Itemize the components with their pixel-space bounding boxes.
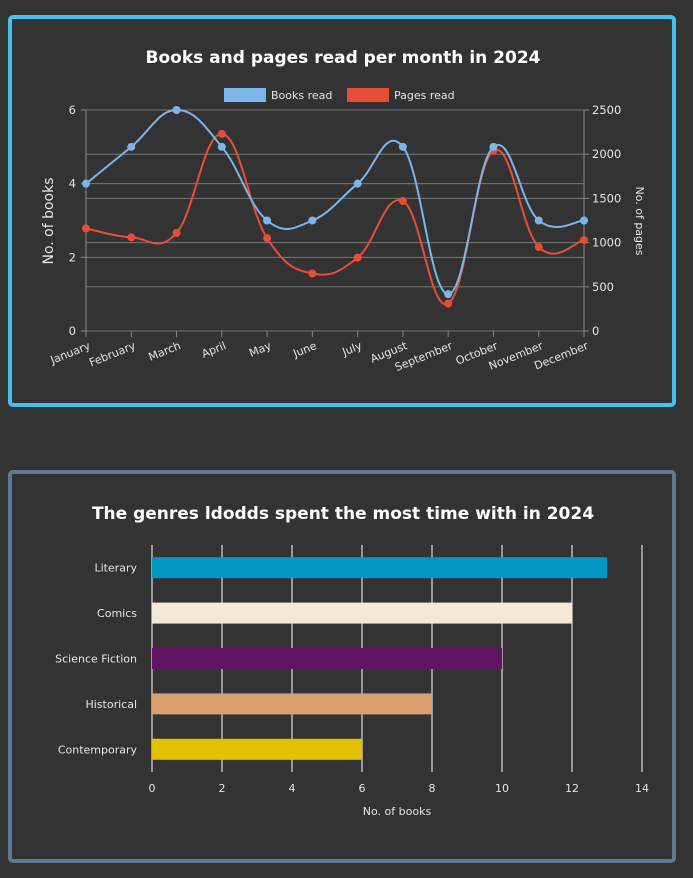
pages-data-point[interactable] bbox=[444, 299, 453, 308]
y-tick-label: Comics bbox=[97, 607, 137, 620]
x-tick-label: 2 bbox=[219, 782, 226, 795]
x-tick-label: 4 bbox=[289, 782, 296, 795]
legend-swatch-books bbox=[224, 88, 266, 102]
pages-data-point[interactable] bbox=[398, 197, 407, 206]
y2-tick-label: 2000 bbox=[592, 147, 621, 161]
y2-tick-label: 0 bbox=[592, 324, 599, 338]
y2-tick-label: 2500 bbox=[592, 103, 621, 117]
y-tick-label: 0 bbox=[69, 324, 76, 338]
bar[interactable] bbox=[152, 738, 362, 760]
bar[interactable] bbox=[152, 693, 432, 715]
legend-label-books[interactable]: Books read bbox=[271, 89, 332, 102]
x-tick-label: 14 bbox=[635, 782, 649, 795]
pages-data-point[interactable] bbox=[534, 243, 543, 252]
y-tick-label: 6 bbox=[69, 103, 76, 117]
books-data-point[interactable] bbox=[308, 216, 317, 225]
y2-axis-title: No. of pages bbox=[633, 186, 646, 255]
y2-tick-label: 1000 bbox=[592, 236, 621, 250]
x-tick-label: 10 bbox=[495, 782, 509, 795]
y-axis-title: No. of books bbox=[41, 177, 57, 264]
y-tick-label: Contemporary bbox=[58, 743, 138, 756]
books-data-point[interactable] bbox=[217, 142, 226, 151]
x-tick-label: 6 bbox=[359, 782, 366, 795]
y-tick-label: 4 bbox=[69, 177, 76, 191]
y2-tick-label: 1500 bbox=[592, 191, 621, 205]
books-data-point[interactable] bbox=[172, 106, 181, 114]
books-data-point[interactable] bbox=[263, 216, 272, 225]
line-chart-card bbox=[8, 15, 676, 407]
books-data-point[interactable] bbox=[444, 290, 453, 299]
x-axis-title: No. of books bbox=[363, 805, 432, 818]
pages-data-point[interactable] bbox=[353, 253, 362, 262]
legend-swatch-pages bbox=[347, 88, 389, 102]
y-tick-label: Science Fiction bbox=[55, 653, 137, 666]
y-tick-label: Literary bbox=[94, 562, 137, 575]
pages-data-point[interactable] bbox=[217, 129, 226, 138]
y-tick-label: 2 bbox=[69, 250, 76, 264]
pages-data-point[interactable] bbox=[308, 269, 317, 278]
bar[interactable] bbox=[152, 557, 607, 579]
bar[interactable] bbox=[152, 648, 502, 669]
x-tick-label: 0 bbox=[149, 782, 156, 795]
books-data-point[interactable] bbox=[489, 142, 498, 151]
pages-data-point[interactable] bbox=[172, 228, 181, 237]
bar-chart-title: The genres ldodds spent the most time wi… bbox=[92, 504, 594, 524]
pages-data-point[interactable] bbox=[127, 233, 136, 242]
line-chart-title: Books and pages read per month in 2024 bbox=[146, 48, 541, 68]
bar-chart-card bbox=[8, 470, 676, 863]
books-data-point[interactable] bbox=[353, 179, 362, 188]
books-data-point[interactable] bbox=[127, 142, 136, 151]
pages-data-point[interactable] bbox=[263, 234, 272, 243]
books-data-point[interactable] bbox=[398, 142, 407, 151]
pages-data-point[interactable] bbox=[580, 235, 588, 244]
books-data-point[interactable] bbox=[534, 216, 543, 225]
legend-label-pages[interactable]: Pages read bbox=[394, 89, 455, 102]
pages-data-point[interactable] bbox=[82, 224, 90, 233]
bar[interactable] bbox=[152, 602, 572, 624]
y-tick-label: Historical bbox=[85, 698, 137, 711]
books-data-point[interactable] bbox=[82, 179, 90, 188]
x-tick-label: 12 bbox=[565, 782, 579, 795]
books-data-point[interactable] bbox=[580, 216, 588, 225]
legend: Books read Pages read bbox=[224, 88, 455, 102]
y2-tick-label: 500 bbox=[592, 280, 614, 294]
x-tick-label: 8 bbox=[429, 782, 436, 795]
